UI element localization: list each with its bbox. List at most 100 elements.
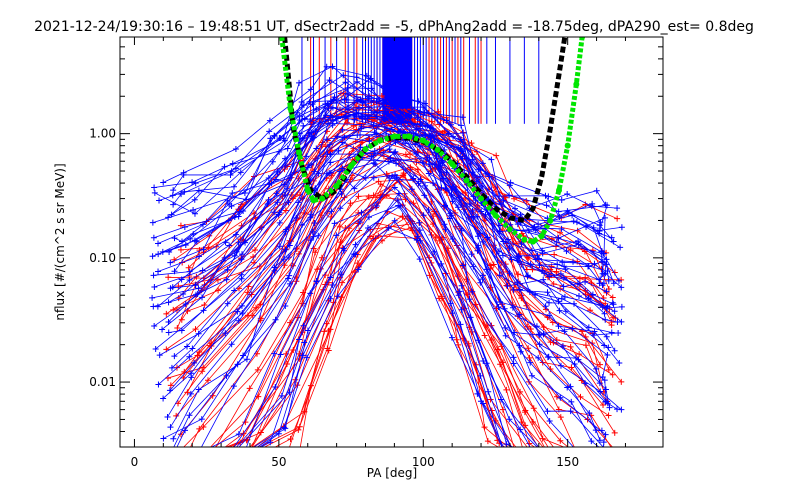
- blue-marker: [460, 262, 467, 269]
- blue-marker: [151, 184, 158, 191]
- blue-marker: [570, 218, 577, 225]
- blue-marker: [598, 248, 605, 255]
- blue-marker: [333, 232, 340, 239]
- blue-marker: [420, 212, 427, 219]
- blue-trace: [172, 107, 615, 312]
- blue-marker: [420, 159, 427, 166]
- blue-marker: [331, 220, 338, 227]
- blue-trace: [167, 81, 614, 242]
- green-fit-point: [434, 146, 441, 153]
- blue-marker: [395, 190, 402, 197]
- blue-marker: [609, 454, 615, 460]
- blue-marker: [536, 332, 543, 339]
- red-marker: [402, 151, 409, 158]
- red-marker: [439, 295, 446, 302]
- blue-marker: [265, 174, 272, 181]
- blue-marker: [191, 210, 198, 217]
- blue-marker: [278, 392, 285, 399]
- blue-marker: [503, 454, 509, 460]
- red-marker: [194, 352, 201, 359]
- blue-marker: [600, 454, 606, 460]
- blue-marker: [310, 134, 317, 141]
- blue-marker: [575, 238, 582, 245]
- red-marker: [526, 354, 533, 361]
- blue-marker: [604, 268, 611, 275]
- blue-marker: [241, 189, 248, 196]
- blue-marker: [284, 145, 291, 152]
- red-marker: [328, 172, 335, 179]
- blue-marker: [323, 136, 330, 143]
- red-marker: [601, 454, 607, 460]
- blue-marker: [344, 84, 351, 91]
- blue-marker: [199, 221, 206, 228]
- blue-marker: [196, 253, 203, 260]
- blue-marker: [390, 157, 397, 164]
- blue-marker: [543, 454, 549, 460]
- blue-marker: [171, 353, 178, 360]
- red-marker: [490, 261, 497, 268]
- red-marker: [603, 454, 609, 460]
- red-marker: [336, 223, 343, 230]
- blue-marker: [229, 190, 236, 197]
- blue-trace: [172, 87, 603, 252]
- blue-marker: [510, 354, 517, 361]
- blue-marker: [544, 454, 550, 460]
- blue-marker: [602, 386, 609, 393]
- blue-marker: [178, 191, 185, 198]
- blue-marker: [470, 193, 477, 200]
- blue-marker: [608, 329, 615, 336]
- blue-marker: [323, 170, 330, 177]
- blue-trace: [157, 103, 610, 281]
- red-marker: [618, 454, 624, 460]
- green-fit-point: [296, 149, 303, 156]
- blue-marker: [545, 353, 552, 360]
- marker-band: [382, 37, 386, 124]
- blue-marker: [391, 217, 398, 224]
- blue-marker: [475, 242, 482, 249]
- blue-trace: [170, 98, 603, 267]
- blue-marker: [517, 211, 524, 218]
- red-marker: [523, 197, 530, 204]
- red-marker: [167, 382, 174, 389]
- blue-marker: [497, 222, 504, 229]
- blue-marker: [310, 233, 317, 240]
- blue-marker: [311, 168, 318, 175]
- blue-marker: [281, 181, 288, 188]
- y-tick-label: 1.00: [89, 127, 116, 141]
- red-marker: [327, 146, 334, 153]
- blue-marker: [193, 454, 199, 460]
- blue-marker: [546, 418, 553, 425]
- red-marker: [253, 304, 260, 311]
- blue-marker: [560, 283, 567, 290]
- blue-marker: [195, 330, 202, 337]
- red-marker: [177, 222, 184, 229]
- blue-marker: [604, 352, 611, 359]
- blue-marker: [455, 292, 462, 299]
- blue-marker: [602, 201, 609, 208]
- blue-marker: [240, 454, 246, 460]
- marker-band: [400, 37, 404, 124]
- blue-marker: [533, 323, 540, 330]
- blue-marker: [500, 238, 507, 245]
- red-marker: [184, 389, 191, 396]
- green-fit-point: [478, 195, 485, 202]
- blue-marker: [555, 235, 562, 242]
- blue-marker: [425, 206, 432, 213]
- blue-marker: [616, 454, 622, 460]
- data-layer: [149, 37, 625, 460]
- red-marker: [602, 454, 608, 460]
- green-fit-point: [362, 146, 369, 153]
- blue-marker: [459, 114, 466, 121]
- blue-marker: [151, 323, 158, 330]
- red-marker: [178, 316, 185, 323]
- red-marker: [618, 454, 624, 460]
- blue-marker: [602, 431, 609, 438]
- red-marker: [463, 276, 470, 283]
- blue-marker: [421, 100, 428, 107]
- blue-marker: [472, 197, 479, 204]
- blue-marker: [334, 293, 341, 300]
- blue-marker: [160, 179, 167, 186]
- blue-marker: [410, 110, 417, 117]
- blue-marker: [596, 437, 603, 444]
- red-marker: [527, 326, 534, 333]
